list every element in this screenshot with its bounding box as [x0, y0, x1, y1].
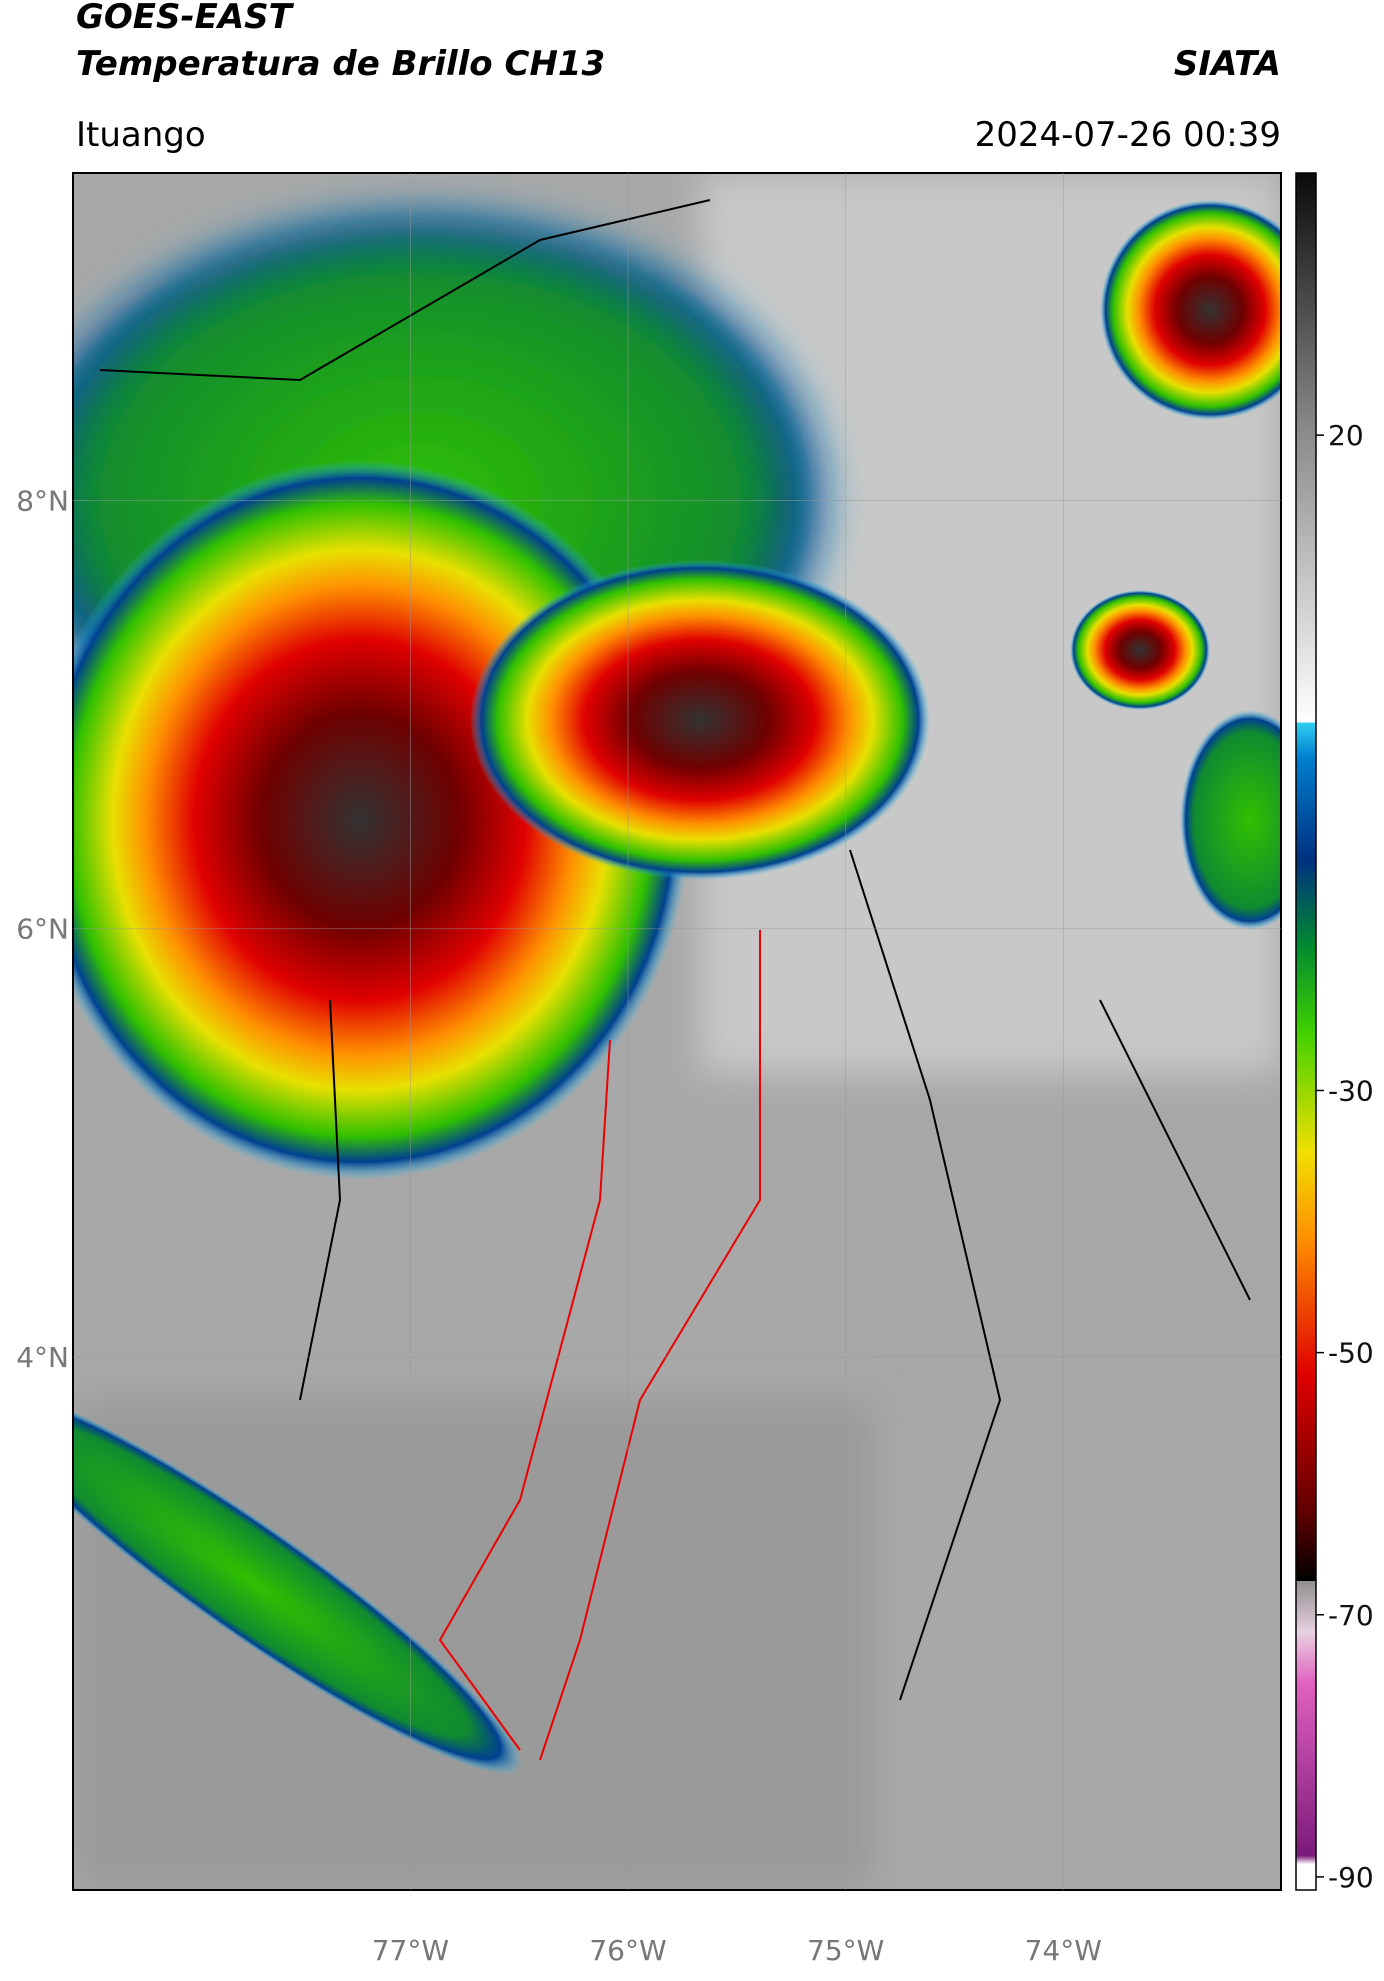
title: GOES-EAST: [76, 0, 295, 37]
y-tick-label: 6°N: [16, 913, 69, 946]
colorbar-tick-label: 20: [1328, 419, 1364, 452]
colorbar-tick-label: -50: [1328, 1337, 1374, 1370]
colorbar-tick-label: -70: [1328, 1599, 1374, 1632]
y-tick-label: 4°N: [16, 1341, 69, 1374]
x-tick-label: 77°W: [372, 1934, 449, 1967]
x-tick-label: 76°W: [589, 1934, 666, 1967]
brand: SIATA: [1174, 44, 1281, 84]
subtitle: Temperatura de Brillo CH13: [76, 44, 605, 84]
datetime: 2024-07-26 00:39: [975, 115, 1281, 155]
satellite-image: [73, 173, 1281, 1890]
x-tick-label: 75°W: [807, 1934, 884, 1967]
location: Ituango: [76, 115, 206, 155]
x-tick-label: 74°W: [1025, 1934, 1102, 1967]
colorbar-tick-label: -90: [1328, 1861, 1374, 1894]
y-tick-label: 8°N: [16, 485, 69, 518]
colorbar: [1295, 172, 1317, 1891]
colorbar-tick-label: -30: [1328, 1074, 1374, 1107]
map-frame: [72, 172, 1282, 1891]
